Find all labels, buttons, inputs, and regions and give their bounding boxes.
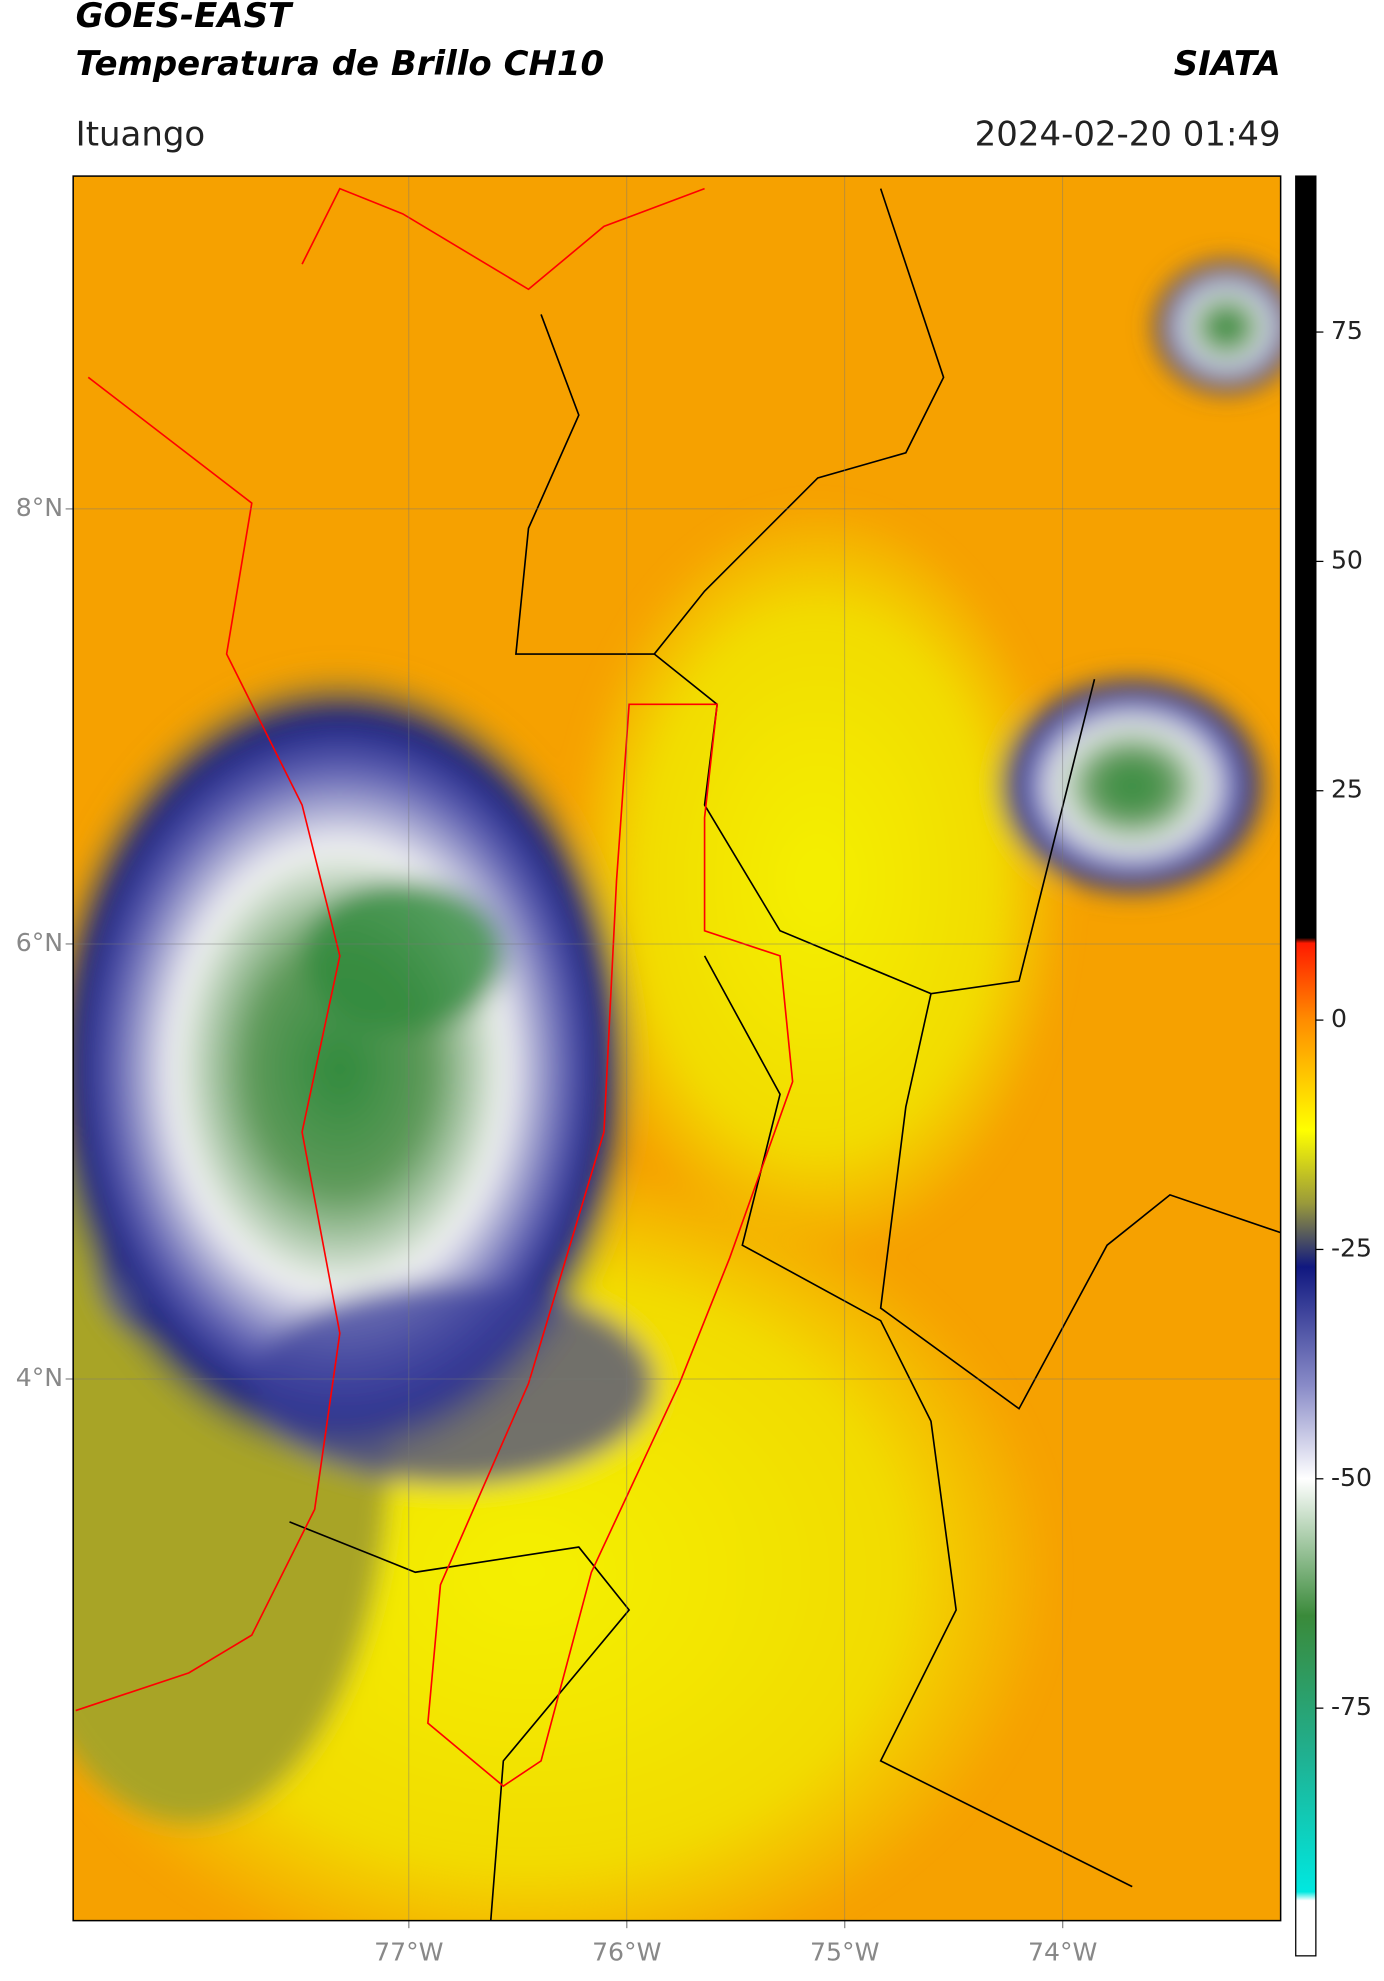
colorbar-tick-label: 25 <box>1331 775 1363 804</box>
colorbar-tick-label: -50 <box>1331 1463 1372 1492</box>
colorbar-tick-label: -25 <box>1331 1233 1372 1262</box>
x-tick-label: 75°W <box>810 1937 880 1966</box>
title: GOES-EAST <box>76 0 294 36</box>
y-tick-label: 6°N <box>16 928 63 957</box>
colorbar-tick-label: 0 <box>1331 1004 1347 1033</box>
colorbar-tick-label: 75 <box>1331 316 1363 345</box>
x-tick-label: 77°W <box>374 1937 444 1966</box>
y-tick-label: 8°N <box>16 493 63 522</box>
x-tick-label: 74°W <box>1028 1937 1098 1966</box>
map-frame <box>72 175 1282 1922</box>
satellite-image <box>73 176 1281 1921</box>
colorbar-tick-label: -75 <box>1331 1692 1372 1721</box>
location: Ituango <box>76 114 206 154</box>
colorbar-tick-label: 50 <box>1331 545 1363 574</box>
colorbar <box>1295 175 1317 1957</box>
y-tick-label: 4°N <box>16 1363 63 1392</box>
x-tick-label: 76°W <box>592 1937 662 1966</box>
subtitle: Temperatura de Brillo CH10 <box>76 44 604 84</box>
agency: SIATA <box>1174 44 1281 84</box>
datetime: 2024-02-20 01:49 <box>975 114 1281 154</box>
